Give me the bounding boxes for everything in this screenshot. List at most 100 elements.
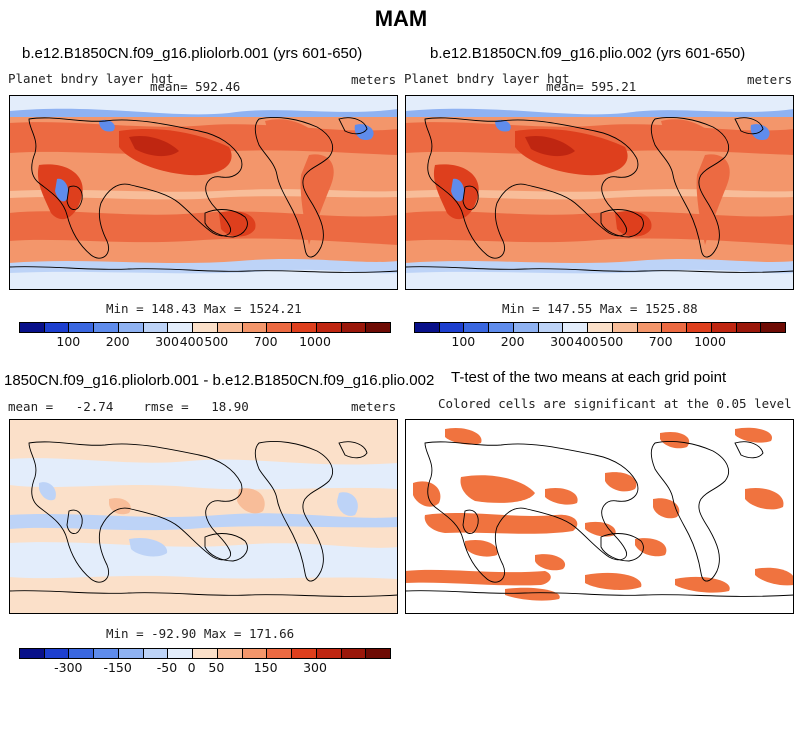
- colorbar-tick-label: 100: [56, 334, 81, 349]
- significant-cell-region: [460, 475, 535, 503]
- significant-cell-region: [755, 567, 794, 586]
- colorbar-tick-label: 300: [155, 334, 179, 349]
- significant-cell-region: [745, 487, 784, 510]
- colorbar-swatch: [43, 649, 69, 658]
- colorbar-tick-label: 700: [253, 334, 278, 349]
- significant-cell-region: [445, 427, 482, 445]
- panel1-title: b.e12.B1850CN.f09_g16.pliolorb.001 (yrs …: [22, 45, 363, 62]
- colorbar-tick-label: 150: [253, 660, 278, 675]
- panel3-units-label: meters: [351, 399, 397, 414]
- significant-cell-region: [605, 472, 637, 492]
- colorbar-tick-label: 400: [574, 334, 599, 349]
- colorbar-swatch: [611, 323, 637, 332]
- panel1-mean-label: mean= 592.46: [150, 79, 241, 94]
- significant-cell-region: [653, 498, 680, 519]
- colorbar-tick-label: 0: [187, 660, 196, 675]
- panel2-units-label: meters: [747, 72, 793, 87]
- colorbar-swatch: [710, 323, 736, 332]
- colorbar-1-ticks: 100 200 300 400 500 700 1000: [19, 334, 389, 350]
- colorbar-swatch: [117, 323, 143, 332]
- significant-cell-region: [465, 539, 498, 557]
- colorbar-tick-label: 200: [500, 334, 525, 349]
- colorbar-tick-label: -50: [156, 660, 178, 675]
- panel3-title: 1850CN.f09_g16.pliolorb.001 - b.e12.B185…: [4, 372, 435, 389]
- panel1-map: [9, 95, 398, 290]
- colorbar-swatch: [20, 323, 44, 332]
- colorbar-swatch: [142, 323, 168, 332]
- colorbar-swatch: [291, 323, 316, 332]
- colorbar-swatch: [241, 323, 267, 332]
- panel3-difference-map: [9, 419, 398, 614]
- colorbar-swatch: [20, 649, 44, 658]
- panel2-map: [405, 95, 794, 290]
- significant-cell-region: [405, 569, 551, 586]
- colorbar-swatch: [93, 649, 118, 658]
- figure-title: MAM: [374, 6, 428, 31]
- significant-cell-region: [413, 481, 441, 507]
- colorbar-swatch: [43, 323, 69, 332]
- colorbar-swatch: [216, 649, 242, 658]
- panel4-title: T-test of the two means at each grid poi…: [451, 369, 727, 386]
- colorbar-tick-label: 1000: [299, 334, 331, 349]
- panel1-variable-label: Planet bndry layer hgt: [8, 71, 174, 86]
- colorbar-swatch: [192, 323, 217, 332]
- significant-cell-region: [424, 513, 578, 534]
- colorbar-swatch: [315, 649, 341, 658]
- colorbar-1: [19, 322, 391, 333]
- colorbar-2-ticks: 100 200 300 400 500 700 1000: [414, 334, 784, 350]
- panel2-mean-label: mean= 595.21: [546, 79, 637, 94]
- colorbar-swatch: [167, 323, 193, 332]
- colorbar-tick-label: 300: [550, 334, 574, 349]
- colorbar-swatch: [587, 323, 612, 332]
- colorbar-swatch: [117, 649, 143, 658]
- panel4-significance-map: [405, 419, 794, 614]
- panel2-minmax: Min = 147.55 Max = 1525.88: [502, 301, 698, 316]
- panel2-variable-label: Planet bndry layer hgt: [404, 71, 570, 86]
- colorbar-swatch: [216, 323, 242, 332]
- panel3-minmax: Min = -92.90 Max = 171.66: [106, 626, 295, 641]
- significant-cell-region: [585, 572, 642, 590]
- colorbar-swatch: [512, 323, 538, 332]
- significant-cell-region: [585, 521, 616, 537]
- colorbar-tick-label: 50: [208, 660, 225, 675]
- colorbar-3: [19, 648, 391, 659]
- colorbar-swatch: [735, 323, 761, 332]
- panel3-stats-label: mean = -2.74 rmse = 18.90: [8, 399, 249, 414]
- colorbar-tick-label: 500: [204, 334, 229, 349]
- colorbar-3-ticks: -300 -150 -50 0 50 150 300: [19, 660, 389, 676]
- colorbar-swatch: [661, 323, 687, 332]
- colorbar-swatch: [686, 323, 711, 332]
- colorbar-swatch: [93, 323, 118, 332]
- significant-cell-region: [660, 431, 690, 449]
- colorbar-tick-label: 500: [599, 334, 624, 349]
- significant-cell-region: [505, 587, 560, 601]
- colorbar-swatch: [562, 323, 588, 332]
- colorbar-swatch: [636, 323, 662, 332]
- colorbar-swatch: [365, 649, 391, 658]
- panel4-subtitle: Colored cells are significant at the 0.0…: [438, 396, 792, 411]
- colorbar-swatch: [463, 323, 489, 332]
- colorbar-2: [414, 322, 786, 333]
- colorbar-tick-label: -300: [54, 660, 83, 675]
- colorbar-swatch: [760, 323, 786, 332]
- colorbar-tick-label: 400: [179, 334, 204, 349]
- significant-cell-region: [545, 487, 578, 505]
- colorbar-swatch: [192, 649, 217, 658]
- colorbar-tick-label: -150: [103, 660, 132, 675]
- colorbar-swatch: [340, 323, 366, 332]
- colorbar-swatch: [537, 323, 563, 332]
- colorbar-swatch: [167, 649, 193, 658]
- colorbar-tick-label: 300: [303, 660, 327, 675]
- significant-cell-region: [535, 554, 566, 571]
- colorbar-swatch: [241, 649, 267, 658]
- significant-cell-region: [735, 427, 773, 443]
- colorbar-swatch: [291, 649, 316, 658]
- colorbar-tick-label: 1000: [694, 334, 726, 349]
- panel1-minmax: Min = 148.43 Max = 1524.21: [106, 301, 302, 316]
- colorbar-swatch: [68, 649, 94, 658]
- colorbar-swatch: [365, 323, 391, 332]
- colorbar-swatch: [415, 323, 439, 332]
- colorbar-swatch: [340, 649, 366, 658]
- panel2-title: b.e12.B1850CN.f09_g16.plio.002 (yrs 601-…: [430, 45, 746, 62]
- colorbar-swatch: [488, 323, 513, 332]
